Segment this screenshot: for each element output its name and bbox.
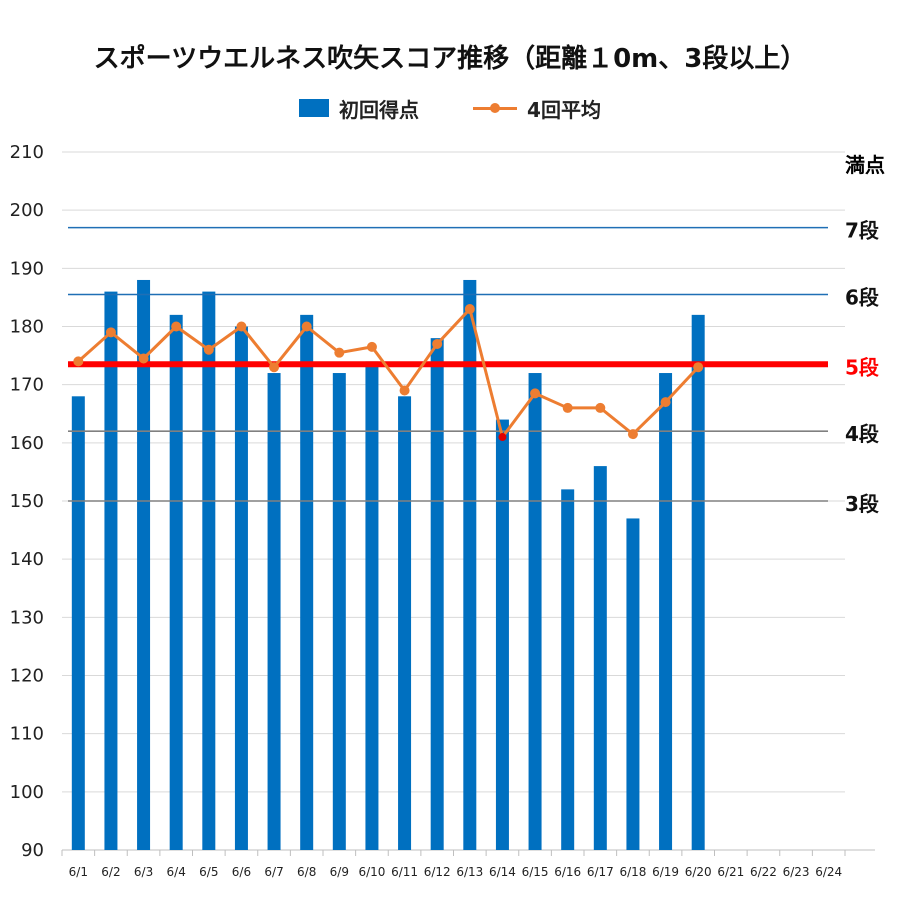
- legend-item-line: 4回平均: [473, 94, 601, 123]
- bar-initial-score: [626, 518, 640, 850]
- line-point: [73, 356, 84, 367]
- x-tick-label: 6/3: [134, 865, 153, 879]
- x-tick-label: 6/12: [424, 865, 451, 879]
- bar-initial-score: [528, 373, 542, 850]
- reference-label: 7段: [845, 219, 879, 243]
- line-point: [399, 385, 410, 396]
- y-tick-label: 160: [10, 433, 44, 454]
- x-tick-label: 6/9: [330, 865, 349, 879]
- y-tick-label: 150: [10, 491, 44, 512]
- bar-initial-score: [104, 291, 118, 851]
- x-tick-label: 6/19: [652, 865, 679, 879]
- bar-initial-score: [332, 373, 346, 850]
- y-tick-label: 100: [10, 782, 44, 803]
- bar-initial-score: [169, 314, 183, 850]
- x-tick-label: 6/8: [297, 865, 316, 879]
- x-tick-label: 6/20: [685, 865, 712, 879]
- line-point: [693, 362, 704, 373]
- line-average-score: [77, 307, 700, 439]
- line-point: [498, 433, 507, 442]
- reference-label: 4段: [845, 422, 879, 446]
- x-tick-label: 6/22: [750, 865, 777, 879]
- x-tick-label: 6/17: [587, 865, 614, 879]
- x-tick-label: 6/23: [783, 865, 810, 879]
- x-tick-label: 6/13: [456, 865, 483, 879]
- bar-initial-score: [202, 291, 216, 851]
- bar-initial-score: [593, 466, 607, 850]
- legend-item-bars: 初回得点: [299, 94, 419, 123]
- bar-initial-score: [691, 314, 705, 850]
- line-point: [301, 321, 312, 332]
- line-point: [334, 347, 345, 358]
- line-point: [530, 388, 541, 399]
- line-point: [366, 341, 377, 352]
- x-tick-label: 6/16: [554, 865, 581, 879]
- chart-title: スポーツウエルネス吹矢スコア推移（距離１0m、3段以上）: [93, 44, 807, 74]
- bar-initial-score: [234, 326, 248, 850]
- x-tick-label: 6/2: [101, 865, 120, 879]
- x-tick-label: 6/24: [815, 865, 842, 879]
- y-tick-label: 90: [21, 840, 44, 861]
- y-tick-label: 200: [10, 200, 44, 221]
- y-tick-label: 130: [10, 607, 44, 628]
- x-tick-label: 6/4: [167, 865, 186, 879]
- line-point: [236, 321, 247, 332]
- y-tick-label: 110: [10, 724, 44, 745]
- line-point: [138, 353, 149, 364]
- line-point: [595, 402, 606, 413]
- bar-initial-score: [430, 338, 444, 850]
- reference-label: 6段: [845, 286, 879, 310]
- bar-initial-score: [365, 361, 379, 850]
- line-point: [464, 304, 475, 315]
- legend-line-label: 4回平均: [527, 97, 601, 122]
- reference-label: 3段: [845, 492, 879, 516]
- bar-initial-score: [71, 396, 85, 850]
- x-tick-label: 6/7: [264, 865, 283, 879]
- legend-bar-label: 初回得点: [339, 97, 420, 122]
- reference-label: 満点: [845, 153, 885, 177]
- x-tick-label: 6/1: [69, 865, 88, 879]
- y-tick-label: 210: [10, 142, 44, 163]
- x-tick-label: 6/10: [358, 865, 385, 879]
- x-tick-label: 6/15: [522, 865, 549, 879]
- bar-initial-score: [398, 396, 412, 850]
- line-point: [203, 344, 214, 355]
- x-tick-label: 6/14: [489, 865, 516, 879]
- line-point: [105, 327, 116, 338]
- x-tick-label: 6/18: [619, 865, 646, 879]
- y-tick-label: 170: [10, 375, 44, 396]
- y-tick-label: 180: [10, 317, 44, 338]
- bar-initial-score: [463, 279, 477, 850]
- x-tick-label: 6/5: [199, 865, 218, 879]
- y-tick-label: 140: [10, 549, 44, 570]
- bar-initial-score: [137, 279, 151, 850]
- chart-legend: 初回得点 4回平均: [0, 92, 900, 124]
- bar-initial-score: [495, 419, 509, 850]
- legend-line-swatch: [473, 99, 518, 117]
- line-point: [660, 397, 671, 408]
- legend-bar-swatch: [299, 99, 330, 117]
- line-point: [171, 321, 182, 332]
- bar-initial-score: [267, 373, 281, 850]
- reference-label: 5段: [845, 355, 879, 379]
- line-point: [269, 362, 280, 373]
- bar-initial-score: [659, 373, 673, 850]
- x-tick-label: 6/21: [717, 865, 744, 879]
- bar-initial-score: [561, 489, 575, 850]
- line-point: [562, 402, 573, 413]
- line-point: [627, 429, 638, 440]
- y-tick-label: 120: [10, 666, 44, 687]
- line-point: [432, 338, 443, 349]
- bar-initial-score: [300, 314, 314, 850]
- x-tick-label: 6/11: [391, 865, 418, 879]
- x-tick-label: 6/6: [232, 865, 251, 879]
- y-tick-label: 190: [10, 258, 44, 279]
